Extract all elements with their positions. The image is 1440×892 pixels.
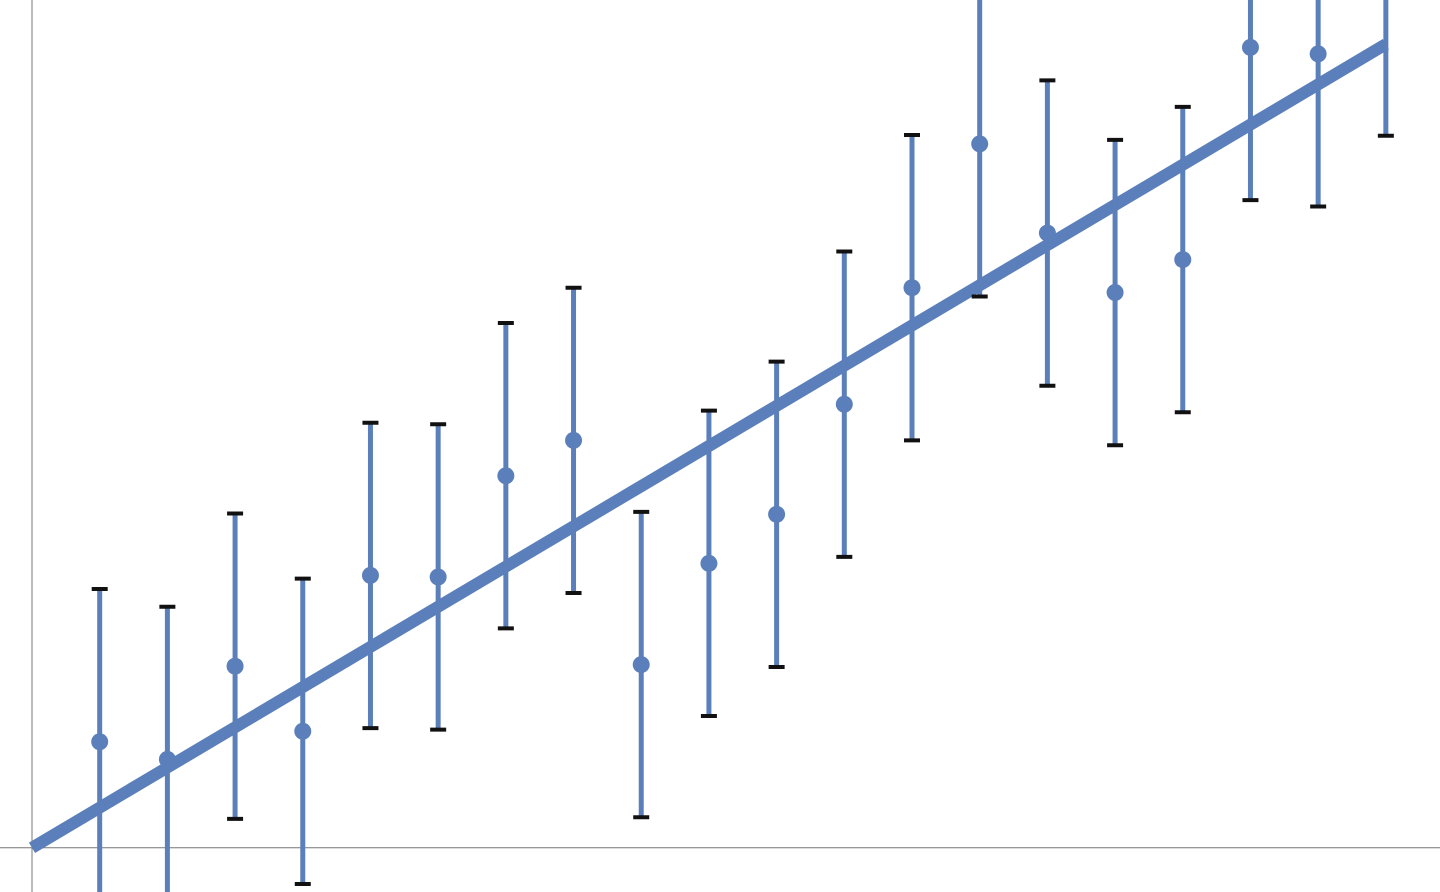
data-point: [971, 135, 989, 153]
data-point: [1106, 284, 1124, 302]
data-point: [565, 431, 583, 449]
data-point: [361, 566, 379, 584]
data-point: [700, 554, 718, 572]
data-point: [835, 395, 853, 413]
data-point: [632, 656, 650, 674]
data-point: [294, 722, 312, 740]
data-point: [158, 750, 176, 768]
error-bars: [91, 0, 1394, 892]
data-point: [768, 505, 786, 523]
data-point: [497, 467, 515, 485]
data-point: [1241, 38, 1259, 56]
data-point: [91, 733, 109, 751]
data-point: [903, 279, 921, 297]
data-point: [1174, 251, 1192, 269]
data-point: [1309, 45, 1327, 63]
data-points: [91, 38, 1327, 768]
data-point: [429, 568, 447, 586]
data-point: [226, 657, 244, 675]
data-point: [1038, 224, 1056, 242]
